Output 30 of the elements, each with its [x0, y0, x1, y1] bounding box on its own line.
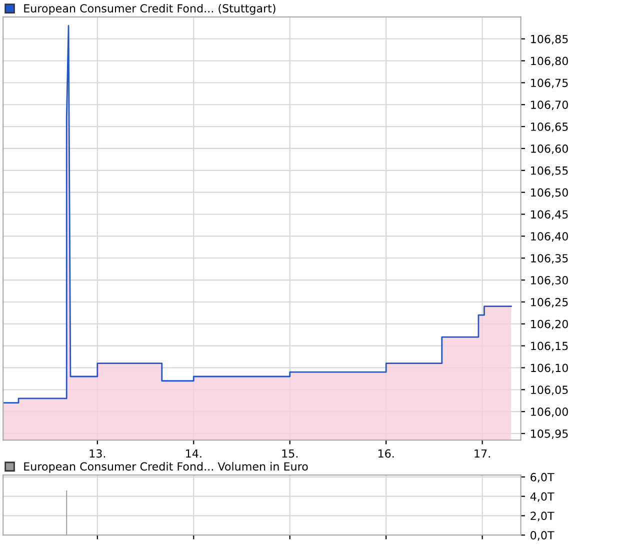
- y-tick-label: 106,15: [531, 342, 568, 352]
- y-tick-label: 0,0T: [530, 531, 554, 541]
- y-tick-label: 106,75: [531, 78, 568, 88]
- x-tick-label: 13.: [90, 449, 106, 458]
- y-tick-label: 106,85: [531, 34, 568, 44]
- y-tick-label: 106,65: [531, 122, 568, 132]
- x-tick-label: 17.: [474, 449, 490, 458]
- y-tick-label: 4,0T: [530, 492, 554, 502]
- y-tick-label: 106,45: [531, 210, 568, 220]
- y-tick-label: 106,50: [531, 188, 568, 198]
- y-tick-label: 106,70: [531, 100, 568, 110]
- y-tick-label: 106,40: [531, 232, 568, 242]
- y-tick-label: 106,30: [531, 276, 568, 286]
- y-tick-label: 106,55: [531, 166, 568, 176]
- y-tick-label: 106,80: [531, 56, 568, 66]
- y-tick-label: 106,35: [531, 254, 568, 264]
- y-tick-label: 106,05: [531, 386, 568, 396]
- y-tick-label: 106,20: [531, 320, 568, 330]
- x-tick-label: 16.: [378, 449, 394, 458]
- legend-label: European Consumer Credit Fond... (Stuttgart): [24, 4, 276, 15]
- y-tick-label: 106,60: [531, 144, 568, 154]
- x-tick-label: 14.: [186, 449, 202, 458]
- y-tick-label: 6,0T: [530, 472, 554, 482]
- y-tick-label: 106,10: [531, 364, 568, 374]
- y-tick-label: 2,0T: [530, 512, 554, 522]
- y-tick-label: 105,95: [531, 429, 568, 440]
- y-tick-label: 106,25: [531, 298, 568, 308]
- y-tick-label: 106,00: [531, 408, 568, 418]
- legend-label: European Consumer Credit Fond... Volumen in Euro: [24, 462, 308, 473]
- x-tick-label: 15.: [282, 449, 298, 458]
